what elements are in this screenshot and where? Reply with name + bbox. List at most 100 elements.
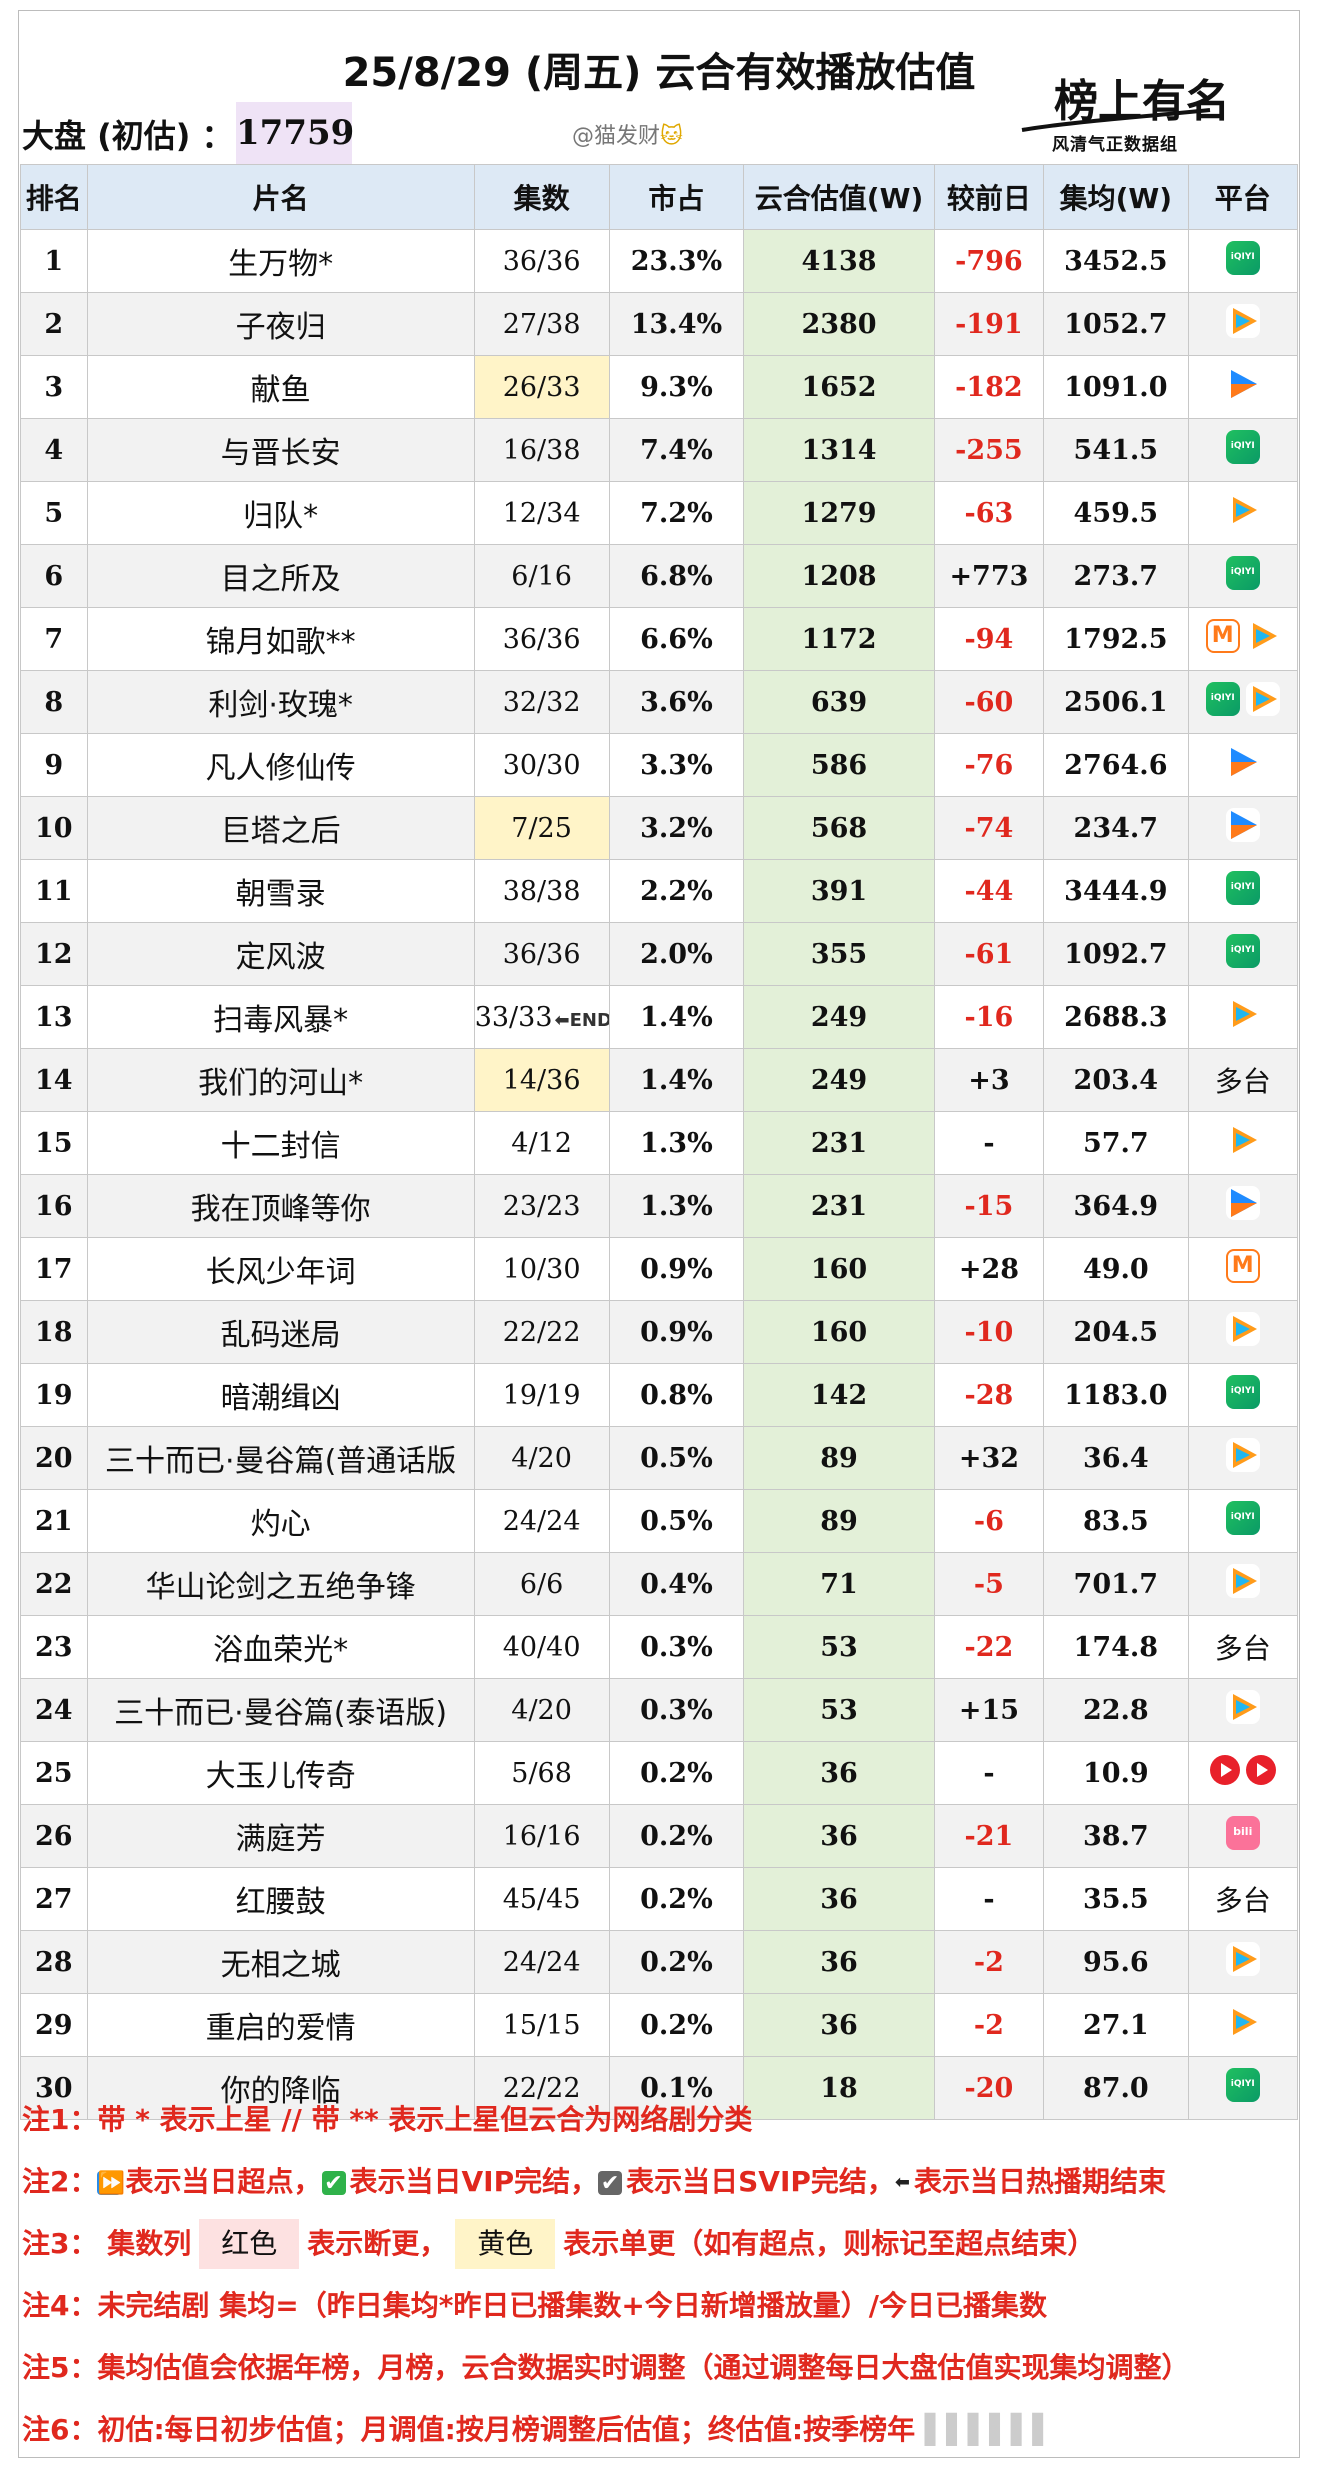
avg-cell-text: 83.5	[1082, 1505, 1149, 1537]
value-cell-text: 89	[820, 1442, 858, 1474]
tencent-icon	[1225, 492, 1260, 527]
table-header: 排名 片名 集数 市占 云合估值(W) 较前日 集均(W) 平台	[20, 164, 1298, 230]
value-cell-text: 18	[820, 2072, 858, 2104]
share-cell-text: 1.4%	[640, 1001, 713, 1033]
diff-cell: -76	[933, 733, 1045, 797]
share-cell-text: 0.9%	[640, 1316, 713, 1348]
tencent-icon	[1225, 1563, 1260, 1598]
rank-cell-text: 29	[35, 2009, 73, 2041]
diff-cell: +3	[933, 1048, 1045, 1112]
platform-cell	[1187, 1363, 1298, 1427]
episodes-cell: 33/33 ⬅END	[473, 985, 610, 1049]
share-cell: 1.3%	[608, 1174, 745, 1238]
name-cell: 重启的爱情	[86, 1993, 475, 2057]
table-row: 14 我们的河山* 14/36 1.4% 249 +3 203.4 多台	[20, 1048, 1298, 1112]
avg-cell: 541.5	[1043, 418, 1189, 482]
rank-cell: 2	[20, 292, 88, 356]
episodes-cell: 19/19	[473, 1363, 610, 1427]
share-cell: 1.4%	[608, 1048, 745, 1112]
value-cell: 355	[743, 922, 935, 986]
table-row: 20 三十而已·曼谷篇(普通话版 4/20 0.5% 89 +32 36.4	[20, 1426, 1298, 1490]
avg-cell: 3452.5	[1043, 229, 1189, 293]
avg-cell-text: 1183.0	[1064, 1379, 1168, 1411]
share-cell-text: 7.4%	[640, 434, 713, 466]
table-row: 28 无相之城 24/24 0.2% 36 -2 95.6	[20, 1930, 1298, 1994]
diff-cell: -60	[933, 670, 1045, 734]
diff-cell: -2	[933, 1930, 1045, 1994]
diff-cell-text: -22	[964, 1631, 1014, 1663]
name-cell: 生万物*	[86, 229, 475, 293]
name-cell-text: 暗潮缉凶	[220, 1381, 341, 1416]
episodes-cell-text: 33/33	[474, 1001, 553, 1033]
end-arrow-icon: ⬅	[894, 2172, 910, 2193]
episodes-cell: 24/24	[473, 1489, 610, 1553]
diff-cell: -94	[933, 607, 1045, 671]
diff-cell: -21	[933, 1804, 1045, 1868]
rank-cell: 8	[20, 670, 88, 734]
platform-cell	[1187, 1426, 1298, 1490]
avg-cell-text: 36.4	[1082, 1442, 1149, 1474]
avg-cell-text: 87.0	[1082, 2072, 1149, 2104]
avg-cell: 27.1	[1043, 1993, 1189, 2057]
rank-cell-text: 4	[44, 434, 64, 466]
episodes-cell: 7/25	[473, 796, 610, 860]
value-cell-text: 53	[820, 1694, 858, 1726]
fast-forward-icon: ⏩	[97, 2171, 125, 2196]
rank-cell: 4	[20, 418, 88, 482]
rank-cell: 21	[20, 1489, 88, 1553]
table-row: 21 灼心 24/24 0.5% 89 -6 83.5	[20, 1489, 1298, 1553]
note-6: 注6：初估:每日初步估值；月调值:按月榜调整后估值；终估值:按季榜年 ▌▌▌▌▌…	[22, 2399, 1298, 2461]
share-cell-text: 0.9%	[640, 1253, 713, 1285]
rank-cell: 5	[20, 481, 88, 545]
tencent-icon	[1225, 996, 1260, 1031]
diff-cell: -20	[933, 2056, 1045, 2120]
diff-cell-text: +32	[958, 1442, 1020, 1474]
value-cell: 231	[743, 1174, 935, 1238]
cat-icon: 🐱	[660, 124, 683, 149]
platform-icons	[1225, 1563, 1260, 1598]
avg-cell-text: 203.4	[1073, 1064, 1159, 1096]
rank-cell: 14	[20, 1048, 88, 1112]
rank-cell-text: 18	[35, 1316, 73, 1348]
dapan-label: 大盘 (初估) ：	[22, 117, 234, 155]
table-row: 9 凡人修仙传 30/30 3.3% 586 -76 2764.6	[20, 733, 1298, 797]
note-6-text: 注6：初估:每日初步估值；月调值:按月榜调整后估值；终估值:按季榜年	[22, 2413, 916, 2446]
iqiyi-icon	[1225, 870, 1260, 905]
avg-cell: 3444.9	[1043, 859, 1189, 923]
platform-cell-text: 多台	[1214, 1884, 1271, 1917]
diff-cell: -255	[933, 418, 1045, 482]
value-cell-text: 2380	[801, 308, 877, 340]
name-cell-text: 朝雪录	[235, 877, 326, 912]
avg-cell: 273.7	[1043, 544, 1189, 608]
rank-cell-text: 16	[35, 1190, 73, 1222]
avg-cell: 83.5	[1043, 1489, 1189, 1553]
table-row: 16 我在顶峰等你 23/23 1.3% 231 -15 364.9	[20, 1174, 1298, 1238]
value-cell-text: 249	[810, 1001, 868, 1033]
avg-cell-text: 2506.1	[1064, 686, 1168, 718]
platform-cell	[1187, 670, 1298, 734]
value-cell: 391	[743, 859, 935, 923]
share-cell-text: 7.2%	[640, 497, 713, 529]
name-cell-text: 我在顶峰等你	[190, 1192, 371, 1227]
episodes-cell: 16/38	[473, 418, 610, 482]
youku-icon	[1225, 1185, 1260, 1220]
rank-cell: 12	[20, 922, 88, 986]
iqiyi-icon	[1225, 555, 1260, 590]
rank-cell: 7	[20, 607, 88, 671]
platform-cell	[1187, 229, 1298, 293]
rank-cell-text: 19	[35, 1379, 73, 1411]
avg-cell-text: 49.0	[1082, 1253, 1149, 1285]
diff-cell: -	[933, 1111, 1045, 1175]
name-cell-text: 乱码迷局	[220, 1318, 341, 1353]
diff-cell-text: -191	[955, 308, 1023, 340]
rank-cell: 28	[20, 1930, 88, 1994]
value-cell-text: 4138	[801, 245, 877, 277]
diff-cell-text: -20	[964, 2072, 1014, 2104]
note-2: 注2：⏩表示当日超点， ✔ 表示当日VIP完结， ✔ 表示当日SVIP完结，⬅ 表示当日热…	[22, 2151, 1298, 2213]
avg-cell: 203.4	[1043, 1048, 1189, 1112]
diff-cell: -74	[933, 796, 1045, 860]
rank-cell-text: 22	[35, 1568, 73, 1600]
table-row: 4 与晋长安 16/38 7.4% 1314 -255 541.5	[20, 418, 1298, 482]
value-cell-text: 1652	[801, 371, 877, 403]
rank-cell: 10	[20, 796, 88, 860]
